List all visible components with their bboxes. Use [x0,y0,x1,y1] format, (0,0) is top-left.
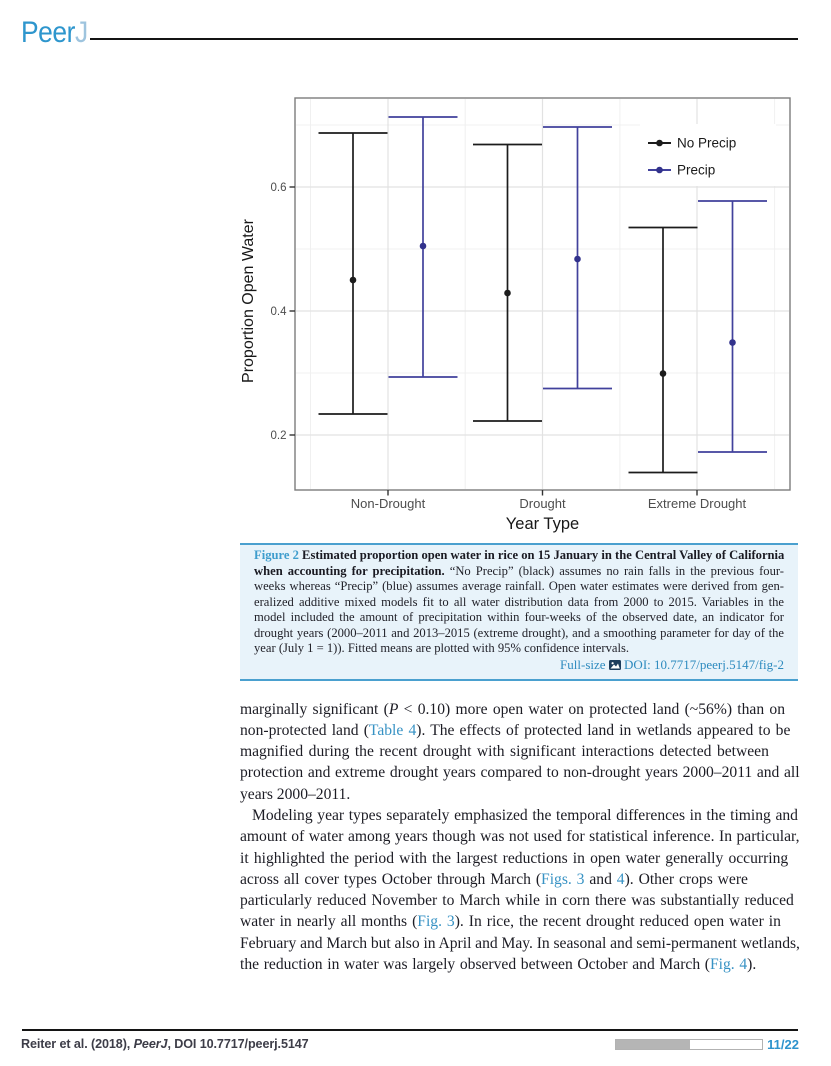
svg-text:Proportion Open Water: Proportion Open Water [240,218,257,383]
svg-text:0.4: 0.4 [271,306,288,318]
svg-text:0.6: 0.6 [271,182,287,194]
svg-text:No Precip: No Precip [677,136,736,151]
svg-text:Drought: Drought [519,496,566,511]
svg-text:Non-Drought: Non-Drought [351,496,426,511]
svg-text:Year Type: Year Type [506,515,579,533]
svg-text:Precip: Precip [677,163,715,178]
svg-text:Extreme Drought: Extreme Drought [648,496,747,511]
svg-text:0.2: 0.2 [271,430,287,442]
